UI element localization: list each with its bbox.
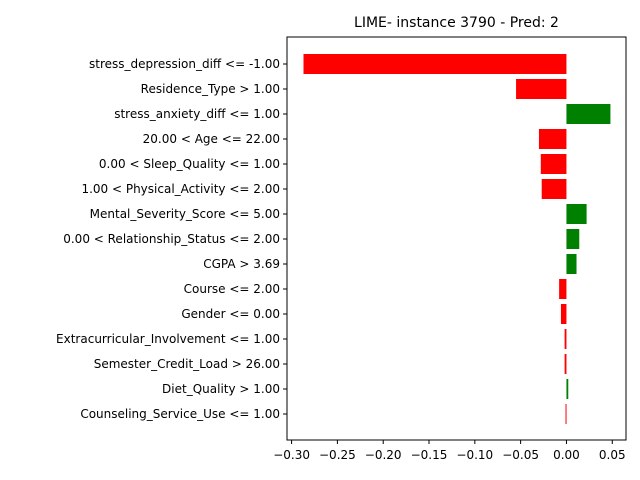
bar <box>538 129 567 149</box>
y-tick-label: 0.00 < Sleep_Quality <= 1.00 <box>99 157 280 171</box>
y-tick-label: 1.00 < Physical_Activity <= 2.00 <box>81 182 280 196</box>
bar <box>565 404 567 424</box>
bar <box>303 54 567 74</box>
y-tick-label: Mental_Severity_Score <= 5.00 <box>90 207 280 221</box>
y-tick-label: stress_depression_diff <= -1.00 <box>89 57 280 71</box>
bar <box>541 179 567 199</box>
x-tick-label: −0.25 <box>319 448 356 462</box>
plot-frame <box>286 36 627 441</box>
y-tick-label: Diet_Quality > 1.00 <box>162 382 280 396</box>
y-tick-label: Residence_Type > 1.00 <box>141 82 280 96</box>
bar <box>540 154 567 174</box>
chart-title: LIME- instance 3790 - Pred: 2 <box>354 15 559 31</box>
x-tick-label: 0.05 <box>599 448 626 462</box>
bar <box>566 104 611 124</box>
y-tick-labels: stress_depression_diff <= -1.00 Residence… <box>56 57 287 421</box>
bar <box>516 79 567 99</box>
y-tick-label: Semester_Credit_Load > 26.00 <box>94 357 280 371</box>
bar <box>566 379 569 399</box>
bar <box>559 279 567 299</box>
y-tick-label: 0.00 < Relationship_Status <= 2.00 <box>63 232 280 246</box>
bar <box>564 329 567 349</box>
y-tick-label: Counseling_Service_Use <= 1.00 <box>80 407 280 421</box>
y-tick-label: stress_anxiety_diff <= 1.00 <box>114 107 280 121</box>
x-tick-label: −0.05 <box>502 448 539 462</box>
y-tick-label: Course <= 2.00 <box>184 282 280 296</box>
x-tick-label: 0.00 <box>553 448 580 462</box>
y-tick-label: CGPA > 3.69 <box>203 257 280 271</box>
bars-group <box>303 54 611 424</box>
y-tick-label: 20.00 < Age <= 22.00 <box>143 132 280 146</box>
x-tick-label: −0.15 <box>411 448 448 462</box>
y-tick-label: Extracurricular_Involvement <= 1.00 <box>56 332 280 346</box>
y-tick-label: Gender <= 0.00 <box>181 307 280 321</box>
bar <box>564 354 567 374</box>
x-tick-label: −0.10 <box>456 448 493 462</box>
x-ticks: −0.30 −0.25 −0.20 −0.15 −0.10 −0.05 0.00 0.05 <box>273 440 626 462</box>
bar <box>566 229 580 249</box>
bar <box>566 204 587 224</box>
x-tick-label: −0.30 <box>273 448 310 462</box>
bar <box>560 304 567 324</box>
bar <box>566 254 577 274</box>
x-tick-label: −0.20 <box>365 448 402 462</box>
